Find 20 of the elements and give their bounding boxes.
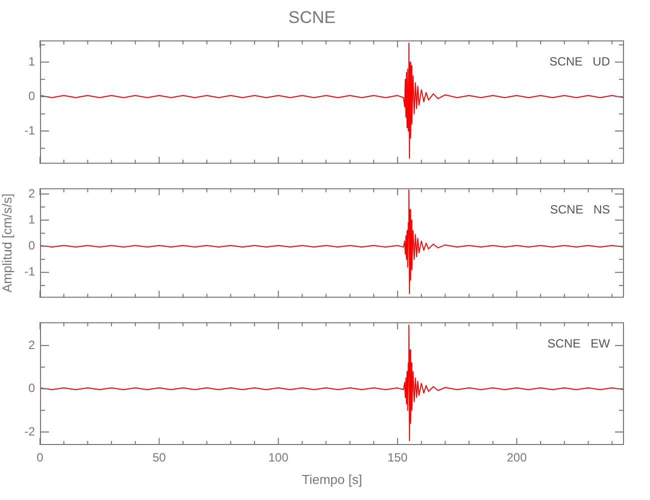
y-axis-title: Amplitud [cm/s/s] — [0, 194, 14, 292]
y-tick-label: -1 — [24, 264, 36, 279]
y-tick-label: 2 — [28, 186, 36, 200]
annotation: SCNE UD — [549, 54, 610, 69]
y-tick-label: 0 — [28, 238, 36, 253]
x-tick-label: 150 — [388, 450, 408, 465]
y-tick-label: -2 — [24, 424, 36, 438]
chart-title: SCNE — [288, 8, 336, 27]
annotation: SCNE NS — [550, 202, 610, 217]
annotation: SCNE EW — [547, 336, 611, 351]
x-tick-label: 100 — [268, 450, 289, 465]
x-tick-label: 50 — [152, 450, 166, 465]
x-axis-title: Tiempo [s] — [302, 472, 362, 487]
y-tick-label: 1 — [28, 212, 36, 226]
y-tick-label: 1 — [28, 54, 36, 68]
y-tick-label: -1 — [24, 123, 36, 138]
y-tick-label: 0 — [28, 381, 36, 396]
y-tick-label: 2 — [28, 338, 36, 352]
x-tick-label: 200 — [506, 450, 528, 465]
y-tick-label: 0 — [28, 88, 36, 103]
